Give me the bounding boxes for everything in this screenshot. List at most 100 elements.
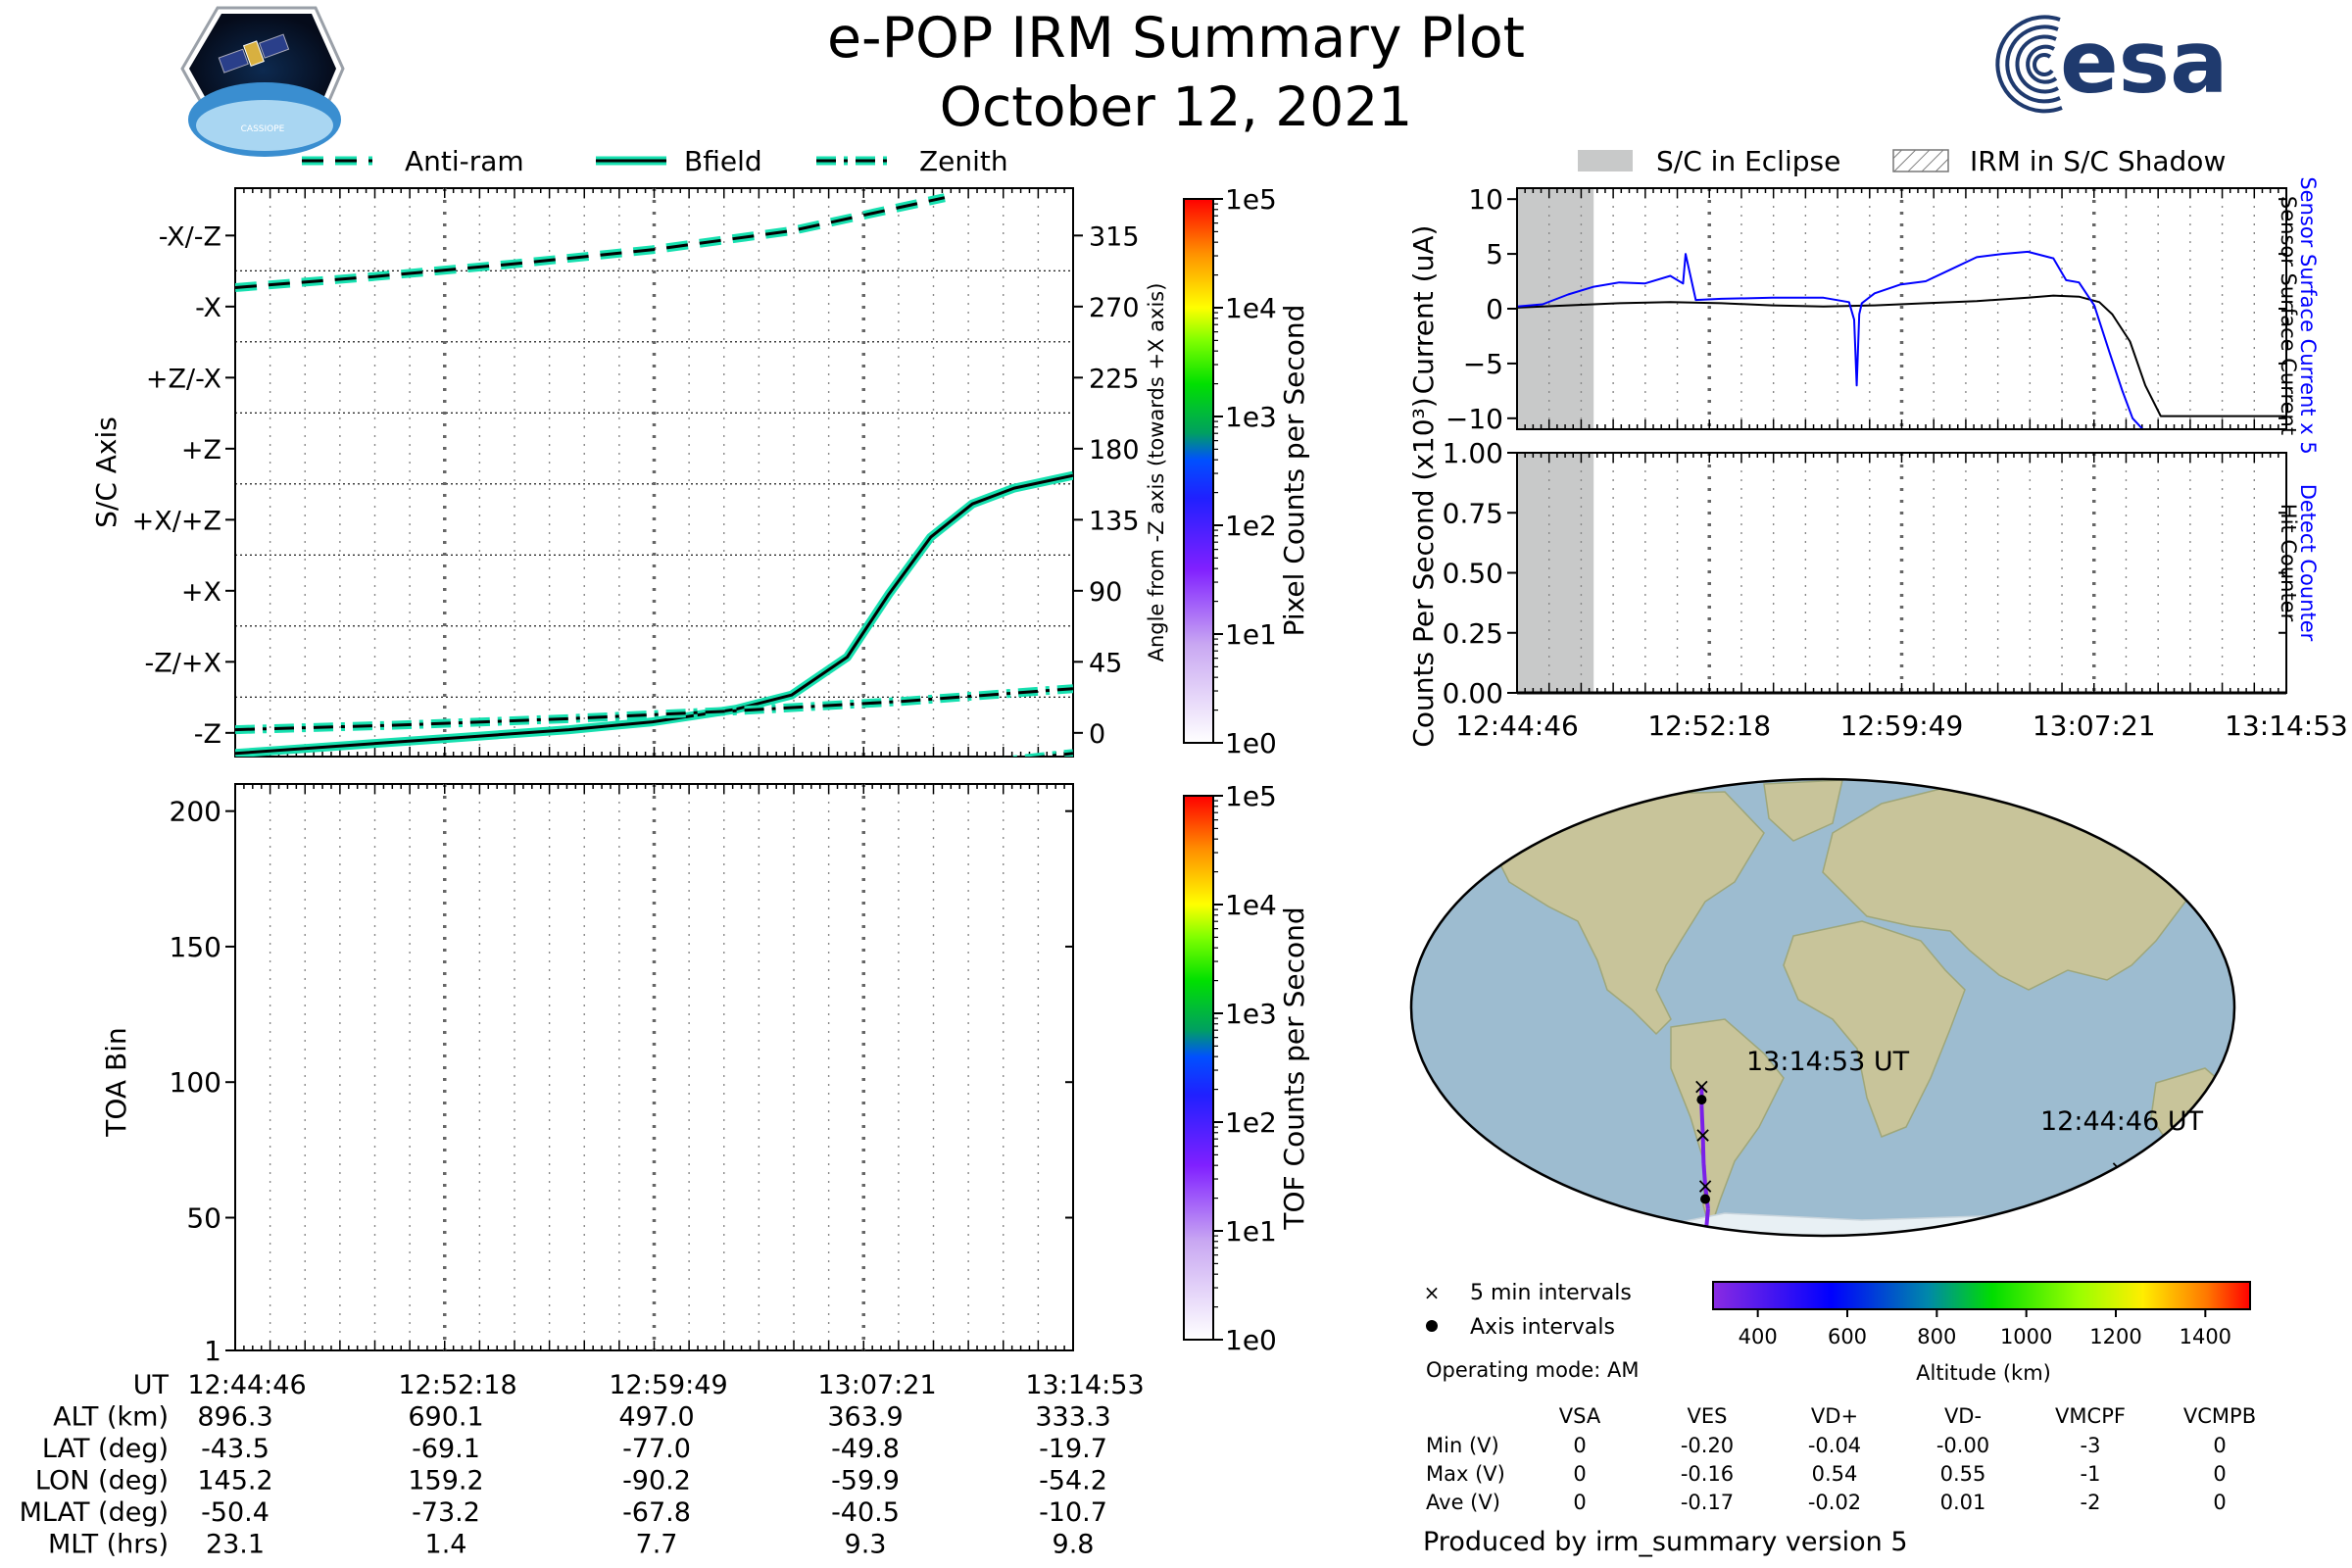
- attitude-panel: -Z 0 -Z/+X 45 +X 90 +X/+Z 135 +Z 180 +Z/-X 225 -X 270…: [90, 187, 1168, 758]
- ephemeris-cell: 12:52:18: [398, 1370, 516, 1400]
- attitude-ylabel-right: Angle from -Z axis (towards +X axis): [1145, 283, 1168, 662]
- counts-ticklabel: 1.00: [1443, 437, 1503, 469]
- attitude-left-ticklabel: -Z: [194, 719, 221, 750]
- current-y-ticks: 10 5 0 −5 −10: [1446, 183, 2286, 435]
- axis-interval-marker: [1696, 1095, 1707, 1105]
- ephemeris-cell: 23.1: [206, 1530, 265, 1560]
- colorbar-ticklabel: 1e5: [1225, 780, 1277, 812]
- voltage-cell: -2: [2081, 1491, 2101, 1514]
- ephemeris-cell: 9.3: [845, 1530, 887, 1560]
- voltage-header: VD-: [1944, 1404, 1982, 1428]
- altitude-colorbar: 400 600 800 1000 1200 1400 Altitude (km): [1712, 1281, 2251, 1385]
- ephemeris-row-label: ALT (km): [53, 1402, 169, 1433]
- legend-entry-zenith: Zenith: [816, 145, 1008, 177]
- voltage-header: VCMPB: [2183, 1404, 2256, 1428]
- voltage-table: VSA VES VD+ VD- VMCPF VCMPB Min (V) 0 -0.20 -0.04…: [1426, 1404, 2256, 1514]
- ephemeris-cell: -49.8: [831, 1434, 900, 1464]
- ephemeris-row-label: LON (deg): [35, 1466, 169, 1496]
- counts-ticklabel: 0.75: [1443, 497, 1503, 529]
- altitude-ticklabel: 1400: [2180, 1325, 2231, 1348]
- ephemeris-cell: -90.2: [622, 1466, 691, 1496]
- counts-ticklabel: 0.50: [1443, 558, 1503, 590]
- attitude-right-ticklabel: 135: [1089, 506, 1140, 536]
- voltage-cell: -0.20: [1681, 1434, 1734, 1457]
- current-ticklabel: 10: [1468, 183, 1503, 216]
- voltage-row-label: Max (V): [1426, 1462, 1505, 1486]
- legend-entry-anti-ram: Anti-ram: [302, 145, 524, 177]
- counts-ylabel: Counts Per Second (x10³): [1407, 397, 1440, 747]
- map-south-america: [1670, 1018, 1785, 1233]
- ephemeris-cell: 145.2: [197, 1466, 272, 1496]
- operating-mode: Operating mode: AM: [1426, 1358, 1639, 1382]
- colorbar-ticklabel: 1e4: [1225, 889, 1277, 921]
- voltage-cell: 0: [1573, 1462, 1586, 1486]
- legend-label-anti-ram: Anti-ram: [405, 145, 524, 177]
- attitude-left-ticklabel: +Z/-X: [146, 364, 221, 394]
- orbit-track-segment: [2111, 1166, 2121, 1187]
- current-ylabel-right-2: Sensor Surface Current: [2277, 196, 2300, 435]
- altitude-colorbar-ticks: 400 600 800 1000 1200 1400: [1739, 1309, 2231, 1348]
- voltage-cell: -0.16: [1681, 1462, 1734, 1486]
- pixel-colorbar: 1e0 1e1 1e2 1e3 1e4 1e5 Pixel Counts per Seco…: [1183, 183, 1310, 760]
- voltage-cell: 0: [2213, 1491, 2226, 1514]
- current-series-x5-line: [1517, 250, 2144, 429]
- attitude-left-ticklabel: +X: [181, 577, 221, 608]
- colorbar-ticklabel: 1e2: [1225, 1106, 1277, 1139]
- current-ticklabel: −10: [1446, 403, 1503, 435]
- ephemeris-cell: 690.1: [408, 1402, 483, 1433]
- voltage-cell: 0: [2213, 1462, 2226, 1486]
- counts-ticklabel: 0.25: [1443, 617, 1503, 650]
- attitude-right-ticklabel: 315: [1089, 221, 1140, 252]
- counts-eclipse-band: [1517, 453, 1594, 693]
- ephemeris-row-label: LAT (deg): [42, 1434, 169, 1464]
- voltage-cell: -0.17: [1681, 1491, 1734, 1514]
- ephemeris-cell: 13:07:21: [817, 1370, 936, 1400]
- ephemeris-cell: -40.5: [831, 1497, 900, 1528]
- counts-time-label: 12:59:49: [1840, 710, 1964, 742]
- colorbar-ticklabel: 1e0: [1225, 1324, 1277, 1356]
- voltage-header: VSA: [1559, 1404, 1601, 1428]
- attitude-left-ticklabel: -Z/+X: [145, 648, 221, 678]
- ephemeris-cell: -10.7: [1039, 1497, 1107, 1528]
- altitude-ticklabel: 1000: [2000, 1325, 2052, 1348]
- attitude-legend: Anti-ram Bfield Zenith: [302, 145, 1008, 177]
- attitude-series-anti-ram: [235, 196, 946, 289]
- map-legend-dot-label: Axis intervals: [1470, 1315, 1615, 1340]
- colorbar-ticklabel: 1e0: [1225, 727, 1277, 760]
- five-minute-marker: ×: [2081, 1214, 2098, 1239]
- attitude-y-ticks: -Z 0 -Z/+X 45 +X 90 +X/+Z 135 +Z 180 +Z/-X 225 -X 270…: [132, 221, 1140, 750]
- voltage-cell: 0.01: [1940, 1491, 1986, 1514]
- counts-time-label: 13:14:53: [2225, 710, 2348, 742]
- colorbar-ticklabel: 1e1: [1225, 618, 1277, 651]
- map-north-america: [1488, 791, 1765, 1036]
- cassiope-logo-text: CASSIOPE: [241, 124, 285, 134]
- ephemeris-row-label: MLAT (deg): [20, 1497, 169, 1528]
- dot-marker-icon: [1426, 1320, 1438, 1332]
- attitude-left-ticklabel: +Z: [181, 435, 221, 466]
- orbit-track-segment: [2102, 1185, 2115, 1204]
- orbit-track-segment: [2096, 1201, 2107, 1216]
- attitude-left-ticklabel: -X/-Z: [159, 221, 221, 252]
- legend-entry-eclipse: S/C in Eclipse: [1578, 145, 1840, 177]
- counts-x-ticks: 12:44:46 12:52:18 12:59:49 13:07:21 13:14:53: [1455, 710, 2348, 742]
- counts-ticklabel: 0.00: [1443, 677, 1503, 710]
- ephemeris-cell: 7.7: [636, 1530, 678, 1560]
- toa-ticklabel: 150: [170, 931, 221, 963]
- current-series-line: [1517, 294, 2286, 417]
- orbit-track-segment: [2088, 1223, 2111, 1234]
- attitude-right-ticklabel: 180: [1089, 435, 1140, 466]
- legend-entry-shadow: IRM in S/C Shadow: [1892, 145, 2226, 177]
- attitude-left-ticklabel: +X/+Z: [132, 506, 221, 536]
- ephemeris-cell: -50.4: [201, 1497, 270, 1528]
- current-vertical-grid: [1516, 188, 2287, 429]
- counts-ylabel-right-1: Detect Counter: [2296, 484, 2320, 642]
- tof-colorbar-ticks: 1e0 1e1 1e2 1e3 1e4 1e5: [1213, 780, 1277, 1356]
- page-date: October 12, 2021: [940, 75, 1413, 138]
- attitude-vertical-grid: [234, 188, 1074, 757]
- attitude-right-ticklabel: 270: [1089, 293, 1140, 323]
- ephemeris-row-label: UT: [133, 1370, 170, 1400]
- counts-time-label: 13:07:21: [2033, 710, 2156, 742]
- orbit-track-segment: [2087, 1213, 2100, 1227]
